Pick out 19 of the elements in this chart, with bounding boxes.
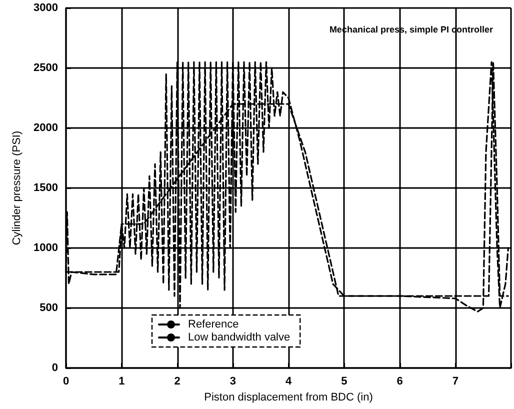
legend-label: Low bandwidth valve: [188, 332, 290, 344]
x-tick-label: 1: [118, 376, 125, 388]
y-axis-title: Cylinder pressure (PSI): [11, 130, 24, 246]
x-tick-label: 6: [396, 376, 403, 388]
x-tick-label: 5: [341, 376, 348, 388]
y-tick-label: 500: [40, 302, 58, 314]
y-tick-label: 2000: [34, 122, 58, 134]
x-tick-label: 0: [62, 376, 70, 388]
x-tick-label: 7: [452, 376, 458, 388]
x-tick-label: 3: [230, 376, 236, 388]
y-tick-label: 3000: [34, 2, 58, 14]
y-tick-label: 0: [52, 362, 58, 374]
y-tick-label: 1500: [34, 182, 58, 194]
x-tick-label: 2: [174, 376, 180, 388]
x-tick-label: 4: [285, 376, 292, 388]
y-tick-label: 1000: [34, 242, 58, 254]
legend-label: Reference: [188, 318, 239, 330]
x-axis-title: Piston displacement from BDC (in): [204, 391, 373, 404]
y-tick-label: 2500: [34, 62, 58, 74]
